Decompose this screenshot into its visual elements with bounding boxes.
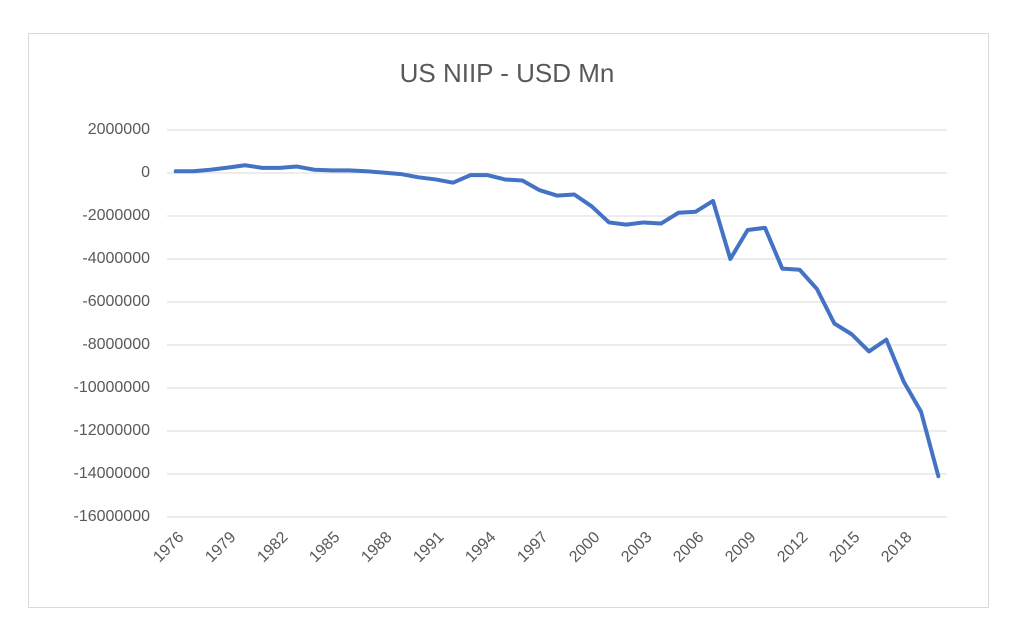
- y-tick-label: -10000000: [73, 379, 150, 396]
- y-tick-label: 2000000: [88, 121, 150, 138]
- chart-border: [28, 33, 989, 608]
- y-tick-label: -6000000: [82, 293, 150, 310]
- data-line: [173, 163, 941, 479]
- y-tick-label: -14000000: [73, 465, 150, 482]
- y-tick-label: -4000000: [82, 250, 150, 267]
- y-tick-label: -8000000: [82, 336, 150, 353]
- y-tick-label: 0: [141, 164, 150, 181]
- y-tick-label: -2000000: [82, 207, 150, 224]
- y-tick-label: -12000000: [73, 422, 150, 439]
- y-tick-label: -16000000: [73, 508, 150, 525]
- chart-title: US NIIP - USD Mn: [400, 58, 615, 88]
